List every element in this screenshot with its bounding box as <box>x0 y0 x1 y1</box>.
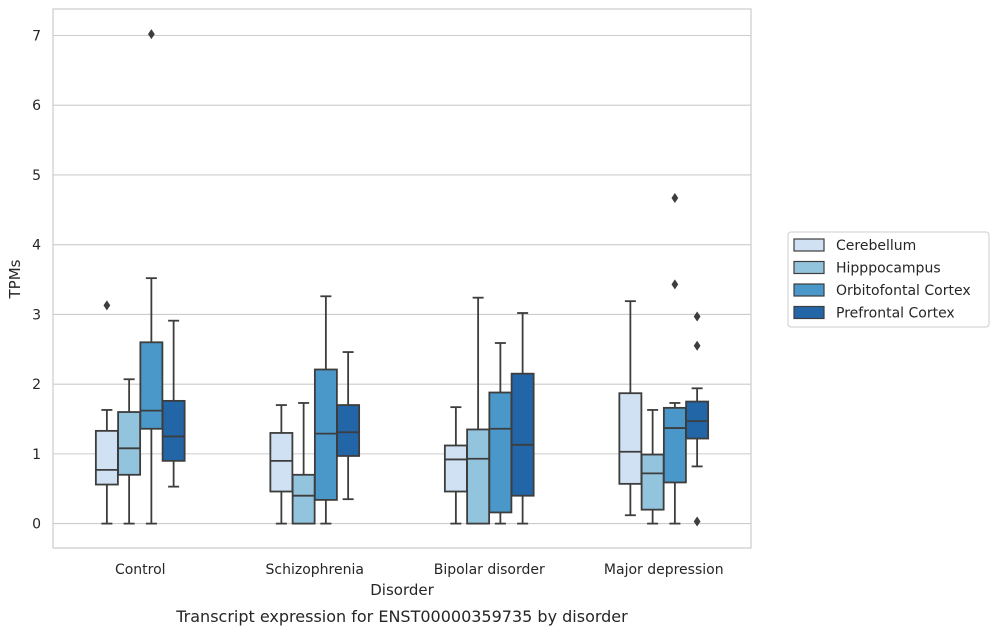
y-tick-label: 0 <box>32 517 41 533</box>
box-iqr <box>685 400 710 440</box>
y-tick-label: 2 <box>32 377 41 393</box>
x-tick-label: Bipolar disorder <box>434 562 545 578</box>
outlier-point <box>693 516 701 527</box>
box-iqr <box>466 428 491 525</box>
y-tick-label: 5 <box>32 168 41 184</box>
y-tick-label: 6 <box>32 98 41 114</box>
box-hipppocampus-1 <box>291 402 316 525</box>
box-iqr <box>117 411 142 476</box>
box-iqr <box>443 444 468 493</box>
box-iqr <box>291 473 316 525</box>
box-iqr <box>336 404 361 457</box>
legend-label: Orbitofontal Cortex <box>836 283 971 299</box>
legend-label: Cerebellum <box>836 238 916 254</box>
outlier-point <box>147 29 155 40</box>
box-prefrontal-cortex-3 <box>685 311 710 527</box>
y-tick-label: 1 <box>32 447 41 463</box>
box-cerebellum-0 <box>94 300 119 525</box>
x-tick-label: Schizophrenia <box>266 562 364 578</box>
box-iqr <box>640 453 665 511</box>
box-prefrontal-cortex-1 <box>336 351 361 501</box>
chart-title: Transcript expression for ENST0000035973… <box>175 607 628 626</box>
y-axis-label: TPMs <box>6 259 24 299</box>
legend-swatch <box>793 260 825 275</box>
outlier-point <box>693 311 701 322</box>
box-cerebellum-1 <box>269 404 294 525</box>
x-tick-label: Major depression <box>604 562 724 578</box>
box-prefrontal-cortex-2 <box>510 312 535 525</box>
legend-label: Prefrontal Cortex <box>836 306 955 322</box>
box-iqr <box>269 432 294 493</box>
y-tick-label: 4 <box>32 238 41 254</box>
box-iqr <box>510 372 535 497</box>
legend: Cerebellum Hipppocampus Orbitofontal Corte… <box>787 231 990 328</box>
box-cerebellum-3 <box>618 300 643 517</box>
box-orbitofontal-cortex-3 <box>662 192 687 525</box>
y-tick-label: 3 <box>32 307 41 323</box>
box-iqr <box>488 391 513 514</box>
y-tick-label: 7 <box>32 28 41 44</box>
outlier-point <box>103 300 111 311</box>
box-iqr <box>139 341 164 430</box>
legend-swatch <box>793 238 825 252</box>
x-tick-label: Control <box>115 562 166 578</box>
outlier-point <box>693 340 701 351</box>
box-iqr <box>662 406 687 484</box>
box-hipppocampus-0 <box>117 378 142 525</box>
y-tick-labels: 0 1 2 3 4 5 6 7 <box>32 28 41 532</box>
box-iqr <box>94 429 119 486</box>
box-prefrontal-cortex-0 <box>161 319 186 488</box>
x-axis-label: Disorder <box>370 581 434 599</box>
box-iqr <box>618 392 643 485</box>
x-tick-labels: Control Schizophrenia Bipolar disorder Majo… <box>115 562 724 578</box>
box-orbitofontal-cortex-0 <box>139 29 164 525</box>
boxes-layer <box>94 29 710 527</box>
outlier-point <box>671 279 679 290</box>
plot-frame <box>52 8 752 549</box>
box-iqr <box>313 368 338 501</box>
outlier-point <box>671 192 679 203</box>
legend-label: Hipppocampus <box>836 261 941 277</box>
legend-swatch <box>793 305 825 320</box>
box-hipppocampus-3 <box>640 409 665 525</box>
box-iqr <box>161 399 186 462</box>
legend-swatch <box>793 283 825 297</box>
legend-frame <box>787 231 990 328</box>
